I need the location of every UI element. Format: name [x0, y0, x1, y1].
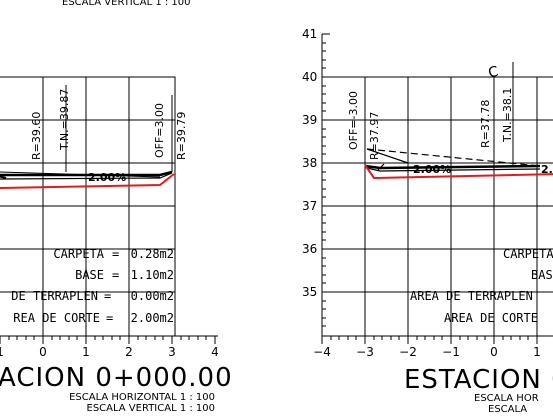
left-qty-eq: = — [112, 247, 119, 261]
left-qty-value: 2.00m2 — [131, 311, 174, 325]
left-x-tick-label: 2 — [125, 345, 133, 359]
right-label-tn: T.N.=38.1 — [501, 88, 514, 143]
right-y-tick-label: 40 — [302, 70, 317, 84]
left-subgrade-line — [0, 173, 175, 189]
right-y-tick-label: 41 — [302, 27, 317, 41]
left-qty-label: REA DE CORTE — [13, 311, 100, 325]
left-scale-horizontal: ESCALA HORIZONTAL 1 : 100 — [69, 392, 215, 403]
left-label-tn: T.N.=39.87 — [58, 89, 71, 151]
right-y-ruler — [321, 33, 330, 336]
left-x-ruler — [0, 335, 218, 344]
right-label-offset: OFF=-3.00 — [347, 91, 360, 150]
left-qty-label: BASE — [75, 268, 104, 282]
right-y-tick-label: 37 — [302, 199, 317, 213]
left-qty-eq: = — [112, 268, 119, 282]
right-section: 41 40 39 38 37 36 35 — [302, 27, 553, 415]
right-grid — [322, 76, 553, 336]
left-x-tick-label: 1 — [82, 345, 90, 359]
right-x-ruler — [321, 335, 553, 344]
left-label-offset: OFF=3.00 — [153, 103, 166, 158]
right-subgrade-line — [364, 164, 553, 180]
left-label-r-outer: R=39.79 — [175, 112, 188, 160]
right-slope-label-cut: 2. — [541, 163, 553, 176]
right-y-tick-label: 36 — [302, 242, 317, 256]
left-qty-eq: = — [106, 311, 113, 325]
left-road-profile — [0, 170, 175, 189]
right-scale-horizontal: ESCALA HOR — [474, 393, 539, 404]
left-terrain-line — [0, 171, 161, 178]
right-natural-terrain-line — [366, 148, 541, 167]
right-qty-label: AREA DE CORTE — [444, 311, 538, 325]
right-station-title: ESTACION 0 — [404, 365, 553, 395]
right-road-profile — [364, 148, 553, 180]
left-pavement-line — [0, 170, 173, 177]
left-qty-value: 0.00m2 — [131, 289, 174, 303]
left-qty-label: DE TERRAPLEN — [11, 289, 98, 303]
right-x-tick-label: 0 — [490, 345, 498, 359]
centerline-mark: C — [487, 64, 500, 82]
right-qty-label: CARPETA — [503, 247, 553, 261]
left-x-tick-label: 1 — [0, 345, 4, 359]
right-x-tick-label: −1 — [442, 345, 460, 359]
right-x-tick-label: −2 — [399, 345, 417, 359]
right-qty-label: AREA DE TERRAPLEN — [410, 289, 533, 303]
left-qty-value: 1.10m2 — [131, 268, 174, 282]
left-label-r-inner: R=39.60 — [30, 112, 43, 160]
right-slope-label: 2.00% — [413, 163, 451, 176]
right-y-tick-label: 39 — [302, 113, 317, 127]
right-scale-vertical: ESCALA — [488, 404, 527, 415]
top-scale-caption: ESCALA VERTICAL 1 : 100 — [62, 0, 191, 8]
right-y-tick-label: 35 — [302, 285, 317, 299]
left-section: 1 0 1 2 3 4 R=39.60 T.N.=39.87 OFF=3.00 … — [0, 76, 233, 414]
left-station-title: ACION 0+000.00 — [0, 363, 233, 393]
left-x-tick-label: 0 — [39, 345, 47, 359]
left-slope-label: 2.00% — [88, 171, 126, 184]
right-label-r-outer: R=37.97 — [368, 112, 381, 160]
right-label-r-inner: R=37.78 — [479, 100, 492, 148]
right-y-tick-label: 38 — [302, 156, 317, 170]
right-x-tick-label: 1 — [533, 345, 541, 359]
right-x-tick-label: −3 — [356, 345, 374, 359]
left-qty-value: 0.28m2 — [131, 247, 174, 261]
right-x-tick-label: −4 — [313, 345, 331, 359]
right-qty-label: BASE — [531, 268, 553, 282]
left-scale-vertical: ESCALA VERTICAL 1 : 100 — [87, 403, 216, 414]
left-qty-eq: = — [104, 289, 111, 303]
left-x-tick-label: 3 — [168, 345, 176, 359]
left-qty-label: CARPETA — [53, 247, 104, 261]
right-pavement-line — [364, 164, 541, 170]
left-x-tick-label: 4 — [211, 345, 219, 359]
